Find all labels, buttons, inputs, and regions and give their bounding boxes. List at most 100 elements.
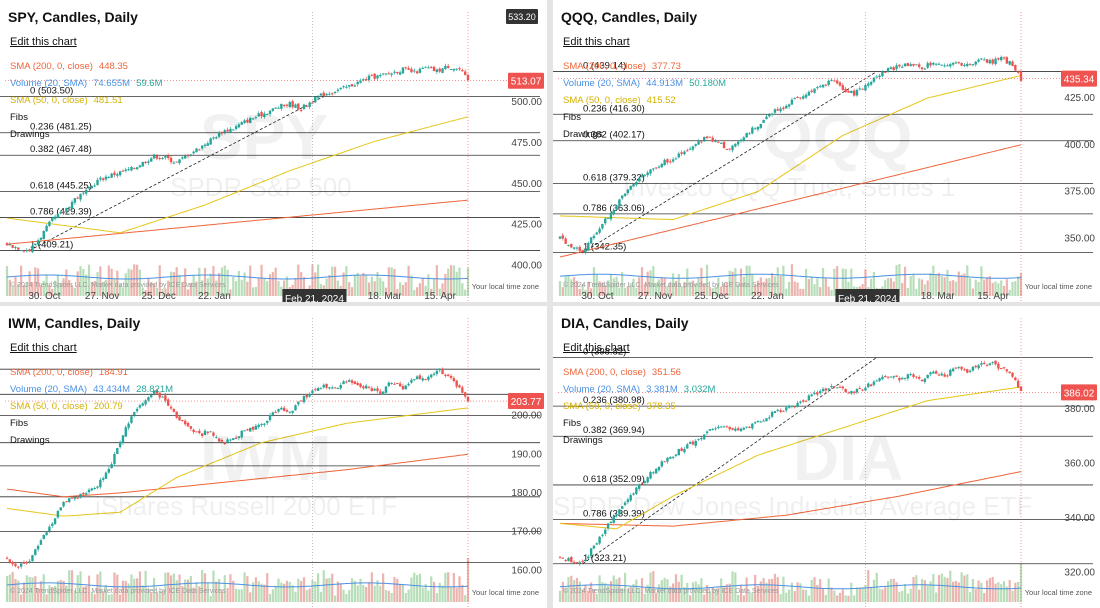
volume-bar xyxy=(575,280,579,296)
volume-bar xyxy=(592,267,596,296)
x-tick-label: 27. Nov xyxy=(638,291,672,302)
chart-panel-iwm[interactable]: 203.77 160.00 170.00 180.00 190.00 200.00 IWM… xyxy=(0,306,547,608)
candle-body xyxy=(768,417,771,419)
candle-body xyxy=(570,556,573,563)
legend-sma50[interactable]: SMA (50, 0, close) 481.51 xyxy=(10,92,162,109)
candle-body xyxy=(362,386,365,389)
candle-body xyxy=(587,556,590,559)
edit-chart-link[interactable]: Edit this chart xyxy=(10,342,77,354)
volume-bar xyxy=(350,287,354,296)
candle-body xyxy=(441,368,444,375)
candle-body xyxy=(158,392,161,398)
legend-sma200[interactable]: SMA (200, 0, close) 377.73 xyxy=(563,58,726,75)
volume-bar xyxy=(257,277,260,296)
chart-panel-dia[interactable]: 0 (398.82) 0.236 (380.98) 0.382 (369.94) 0.… xyxy=(553,306,1100,608)
chart-panel-qqq[interactable]: 0 (439.14) 0.236 (416.30) 0.382 (402.17) 0.… xyxy=(553,0,1100,302)
candle-body xyxy=(974,61,977,65)
volume-bar xyxy=(974,279,977,296)
volume-bar xyxy=(643,593,646,602)
candle-body xyxy=(714,141,717,143)
volume-bar xyxy=(147,588,150,602)
chart-plot[interactable]: 0 (503.50) 0.236 (481.25) 0.382 (467.48) 0.… xyxy=(0,0,547,302)
candle-body xyxy=(663,159,666,166)
volume-bar xyxy=(209,595,212,602)
fib-label: 0.618 (352.09) xyxy=(583,474,645,485)
volume-bar xyxy=(785,288,788,296)
legend-sma200[interactable]: SMA (200, 0, close) 448.35 xyxy=(10,58,162,75)
legend-drawings[interactable]: Drawings xyxy=(10,129,50,140)
volume-bar xyxy=(404,282,407,296)
x-tick-label: 15. Apr xyxy=(424,291,456,302)
legend-sma200[interactable]: SMA (200, 0, close) 184.91 xyxy=(10,364,173,381)
volume-bar xyxy=(121,580,125,602)
volume-bar xyxy=(51,288,54,296)
candle-body xyxy=(99,177,102,180)
volume-bar xyxy=(578,289,581,296)
edit-chart-link[interactable]: Edit this chart xyxy=(563,342,630,354)
volume-bar xyxy=(957,271,960,296)
volume-bar xyxy=(754,574,757,602)
volume-bar xyxy=(782,576,785,602)
volume-bar xyxy=(983,593,986,602)
candle-body xyxy=(742,137,746,141)
legend-fibs[interactable]: Fibs xyxy=(10,418,28,429)
candle-body xyxy=(657,166,661,168)
legend-volume[interactable]: Volume (20, SMA) 3.381M 3.032M xyxy=(563,381,715,398)
chart-title: SPY, Candles, Daily xyxy=(8,9,138,25)
volume-bar xyxy=(382,573,385,602)
candle-body xyxy=(62,501,65,507)
data-attribution: © 2024 TrendSpider LLC. Market data prov… xyxy=(10,588,226,595)
candle-body xyxy=(697,438,700,440)
volume-bar xyxy=(305,590,308,602)
candle-body xyxy=(816,87,819,89)
legend-volume[interactable]: Volume (20, SMA) 43.434M 28.821M xyxy=(10,381,173,398)
volume-bar xyxy=(410,275,413,296)
x-tick-label: 22. Jan xyxy=(751,291,784,302)
volume-bar xyxy=(765,582,768,602)
legend-sma200[interactable]: SMA (200, 0, close) 351.56 xyxy=(563,364,715,381)
legend-fibs[interactable]: Fibs xyxy=(10,112,28,123)
legend-fibs[interactable]: Fibs xyxy=(563,418,581,429)
volume-bar xyxy=(283,280,286,296)
candle-body xyxy=(430,374,433,378)
legend-volume[interactable]: Volume (20, SMA) 44.913M 50.180M xyxy=(563,75,726,92)
volume-bar xyxy=(742,276,745,296)
volume-bar xyxy=(20,594,23,602)
legend-volume[interactable]: Volume (20, SMA) 74.655M 59.6M xyxy=(10,75,162,92)
chart-panel-spy[interactable]: 0 (503.50) 0.236 (481.25) 0.382 (467.48) 0.… xyxy=(0,0,547,302)
candle-body xyxy=(118,441,122,448)
legend-sma50[interactable]: SMA (50, 0, close) 415.52 xyxy=(563,92,726,109)
legend-fibs[interactable]: Fibs xyxy=(563,112,581,123)
candle-body xyxy=(144,161,147,164)
candle-body xyxy=(917,64,921,67)
legend-drawings[interactable]: Drawings xyxy=(563,129,603,140)
candle-body xyxy=(912,374,915,377)
chart-plot[interactable]: 203.77 160.00 170.00 180.00 190.00 200.00 xyxy=(0,306,547,608)
legend-drawings[interactable]: Drawings xyxy=(563,435,603,446)
candle-body xyxy=(640,483,644,485)
volume-bar xyxy=(413,572,416,602)
candle-body xyxy=(598,228,601,233)
candle-body xyxy=(62,211,65,213)
legend-drawings[interactable]: Drawings xyxy=(10,435,50,446)
volume-bar xyxy=(867,570,870,602)
chart-plot[interactable]: 0 (439.14) 0.236 (416.30) 0.382 (402.17) 0.… xyxy=(553,0,1100,302)
edit-chart-link[interactable]: Edit this chart xyxy=(563,36,630,48)
candle-body xyxy=(830,386,833,388)
volume-bar xyxy=(952,280,955,296)
edit-chart-link[interactable]: Edit this chart xyxy=(10,36,77,48)
legend-sma50[interactable]: SMA (50, 0, close) 378.35 xyxy=(563,398,715,415)
candle-body xyxy=(753,128,757,130)
volume-bar xyxy=(635,579,638,602)
volume-bar xyxy=(663,577,666,602)
volume-bar xyxy=(697,584,700,602)
candle-body xyxy=(720,426,723,428)
legend-sma50[interactable]: SMA (50, 0, close) 200.79 xyxy=(10,398,173,415)
candle-body xyxy=(983,362,986,365)
volume-bar xyxy=(672,273,675,296)
candle-body xyxy=(251,426,255,430)
chart-plot[interactable]: 0 (398.82) 0.236 (380.98) 0.382 (369.94) 0.… xyxy=(553,306,1100,608)
volume-bar xyxy=(96,272,99,296)
candle-body xyxy=(889,67,893,70)
volume-bar xyxy=(300,272,303,296)
